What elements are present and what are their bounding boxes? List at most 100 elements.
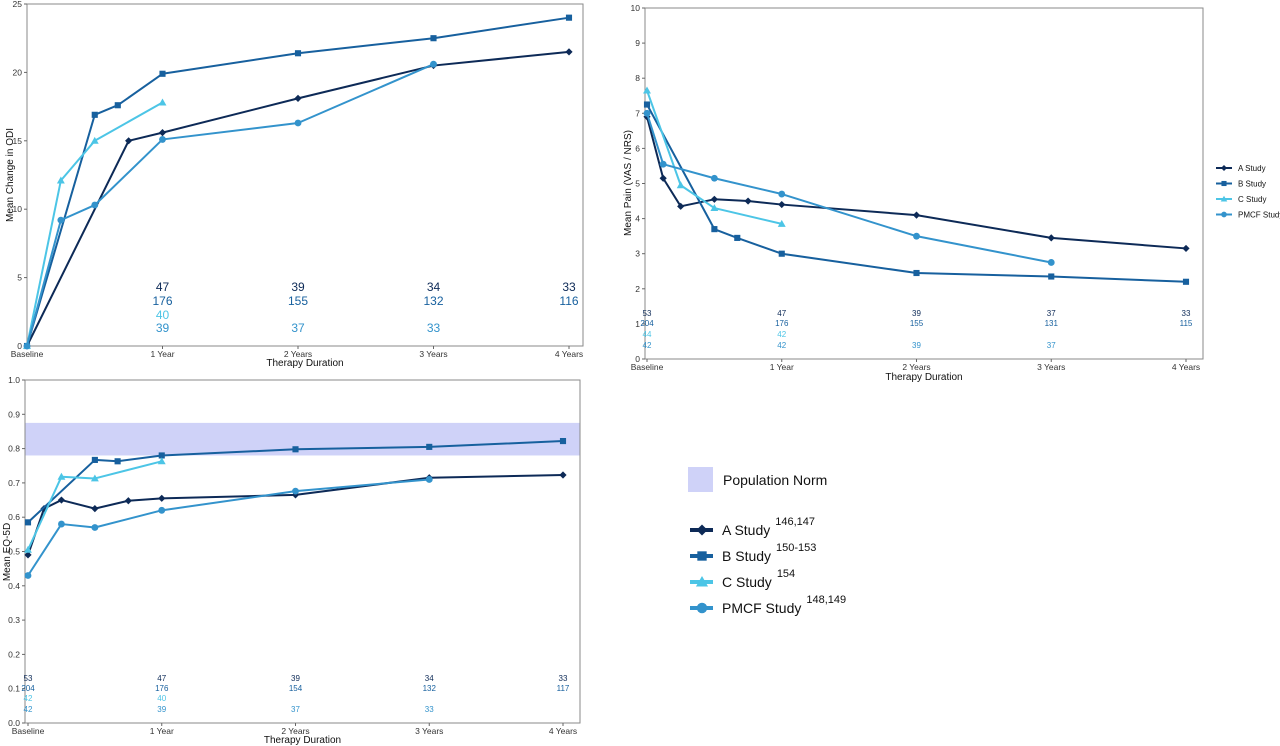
data-point-c [710, 204, 719, 212]
sample-size-label: 33 [427, 321, 441, 335]
series-line-a [27, 474, 564, 556]
data-point-pmcf [91, 201, 99, 209]
data-point-a [565, 48, 573, 56]
sample-size-label: 39 [291, 280, 305, 294]
y-tick-label: 0.0 [8, 718, 20, 728]
data-point-pmcf [159, 136, 166, 143]
data-point-b [294, 50, 302, 57]
sample-size-label: 33 [1182, 309, 1191, 318]
data-point-b [426, 443, 433, 450]
data-point-c [57, 472, 66, 480]
data-point-pmcf [24, 572, 32, 579]
data-point-a [744, 197, 752, 205]
data-point-b [292, 446, 299, 453]
series-line-a [26, 50, 570, 347]
data-point-pmcf [158, 506, 166, 514]
data-point-c [643, 86, 651, 94]
population-norm-band [25, 422, 580, 456]
data-point-pmcf [292, 487, 299, 495]
series-line-c [26, 101, 163, 347]
x-tick-label: 1 Year [150, 349, 174, 359]
y-tick-label: 3 [635, 249, 640, 259]
x-tick-label: 2 Years [284, 349, 312, 359]
legend-label: B Study [1238, 180, 1266, 189]
data-point-a [778, 200, 786, 209]
sample-size-label: 34 [425, 674, 434, 683]
y-tick-label: 0 [635, 354, 640, 364]
data-point-a [912, 211, 921, 219]
data-point-c [90, 136, 99, 144]
y-tick-label: 4 [635, 214, 640, 224]
data-point-b [159, 70, 166, 77]
y-tick-label: 25 [13, 0, 23, 9]
y-tick-label: 10 [631, 3, 641, 13]
data-point-b [565, 14, 573, 21]
data-point-b [114, 458, 121, 465]
legend-label: A Study [722, 522, 770, 538]
legend-marker-pmcf [1221, 211, 1227, 218]
series-line-pmcf [27, 478, 430, 577]
data-point-pmcf [778, 190, 786, 198]
chart-pain: 0 1 2 3 4 5 6 7 8 9 10 Baseline 1 Year 2 Years 3 Years… [623, 3, 1204, 383]
data-point-b [1182, 278, 1190, 285]
data-point-a [710, 195, 718, 203]
data-point-b [91, 456, 98, 463]
y-tick-label: 1.0 [8, 375, 20, 385]
sample-size-label: 53 [24, 674, 33, 683]
legend-citation: 146,147 [775, 516, 815, 528]
y-tick-label: 1 [635, 319, 640, 329]
legend-label: A Study [1238, 164, 1266, 173]
y-tick-label: 5 [635, 179, 640, 189]
x-tick-label: 3 Years [415, 726, 443, 736]
sample-size-label: 33 [425, 705, 434, 714]
data-point-a [659, 174, 667, 182]
data-point-a [677, 202, 685, 210]
y-axis-label: Mean Change in ODI [5, 128, 16, 222]
data-point-pmcf [659, 160, 667, 168]
x-tick-label: 4 Years [1172, 362, 1200, 372]
y-axis-label: Mean EQ-5D [2, 523, 13, 581]
sample-size-label: 53 [643, 309, 652, 318]
sample-size-label: 154 [289, 684, 303, 693]
y-tick-label: 2 [635, 284, 640, 294]
sample-size-label: 155 [288, 294, 308, 308]
y-tick-label: 0.1 [8, 684, 20, 694]
data-point-b [114, 102, 121, 109]
sample-size-label: 47 [156, 280, 170, 294]
data-point-b [913, 269, 920, 277]
y-tick-label: 15 [13, 136, 23, 146]
sample-size-label: 131 [1045, 319, 1059, 328]
series-line-c [646, 90, 782, 225]
data-point-pmcf [643, 109, 651, 117]
sample-size-label: 47 [157, 674, 166, 683]
sample-size-label: 42 [24, 694, 33, 703]
data-point-pmcf [91, 524, 99, 531]
legend-label: C Study [1238, 195, 1266, 204]
x-tick-label: 3 Years [1037, 362, 1065, 372]
sample-size-label: 33 [562, 280, 576, 294]
data-point-b [711, 226, 718, 233]
data-point-c [158, 98, 167, 106]
x-tick-label: 4 Years [549, 726, 577, 736]
series-line-b [646, 104, 1187, 283]
x-axis-label: Therapy Duration [264, 735, 341, 746]
sample-size-label: 155 [910, 319, 924, 328]
legend-marker-c [695, 575, 709, 587]
y-tick-label: 0.8 [8, 444, 20, 454]
data-point-pmcf [57, 216, 65, 224]
y-tick-label: 0.2 [8, 649, 20, 659]
data-point-b [24, 519, 32, 526]
series-line-c [27, 460, 162, 551]
x-tick-label: Baseline [11, 349, 44, 359]
sample-size-label: 132 [423, 684, 437, 693]
sample-size-label: 115 [1180, 319, 1193, 328]
data-point-b [430, 35, 437, 42]
sample-size-label: 204 [640, 319, 654, 328]
legend-norm-label: Population Norm [723, 472, 827, 488]
data-point-a [1047, 234, 1055, 242]
data-point-a [125, 137, 133, 145]
data-point-a [158, 128, 167, 137]
data-point-b [1048, 273, 1055, 280]
sample-size-label: 47 [777, 309, 786, 318]
data-point-b [91, 111, 98, 118]
